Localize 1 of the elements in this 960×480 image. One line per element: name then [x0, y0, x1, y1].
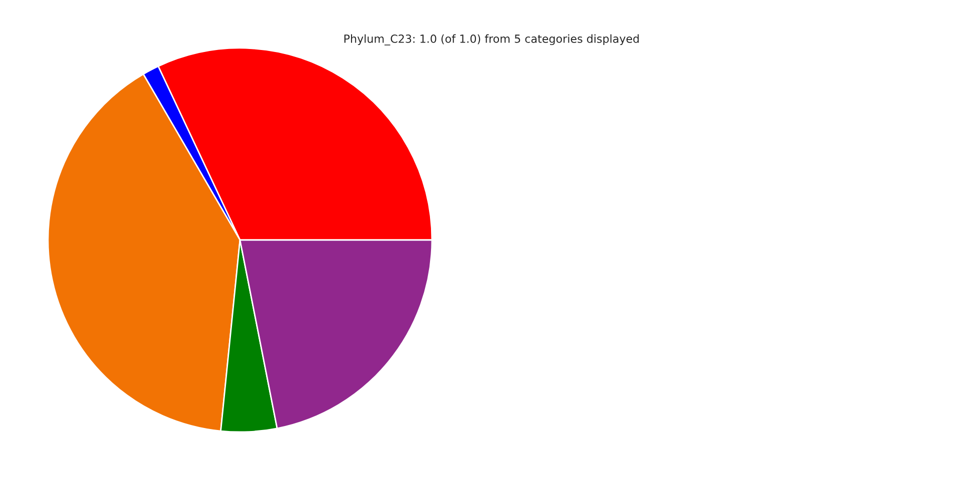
text: Phylum_C23: 1.0 (of 1.0) from 5 categories displayed	[344, 34, 639, 46]
